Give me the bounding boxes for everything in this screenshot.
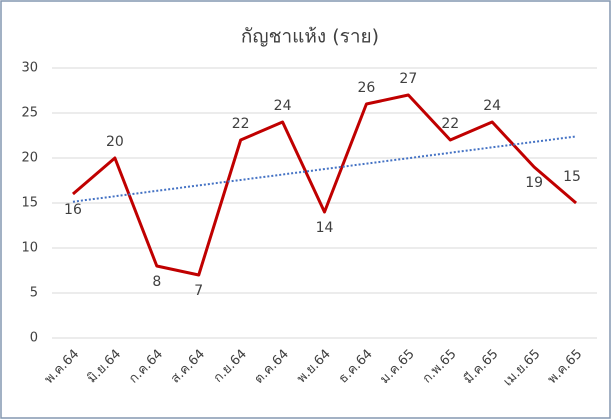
y-tick-label: 10 <box>21 241 38 256</box>
data-label: 19 <box>525 175 543 191</box>
y-tick-label: 30 <box>21 61 38 76</box>
data-label: 27 <box>399 71 417 87</box>
y-tick-label: 0 <box>30 331 38 346</box>
data-label: 7 <box>194 283 203 299</box>
data-label: 15 <box>563 169 581 185</box>
data-label: 16 <box>64 202 82 218</box>
trendline <box>72 135 577 203</box>
data-label: 24 <box>274 98 292 114</box>
data-label: 26 <box>358 80 376 96</box>
y-tick-label: 15 <box>21 196 38 211</box>
y-tick-label: 20 <box>21 151 38 166</box>
data-label: 22 <box>232 116 250 132</box>
line-series <box>71 93 578 277</box>
data-label: 14 <box>316 220 334 236</box>
data-label: 8 <box>152 274 161 290</box>
data-label: 24 <box>483 98 501 114</box>
data-label: 22 <box>441 116 459 132</box>
y-tick-label: 25 <box>21 106 38 121</box>
y-tick-label: 5 <box>30 286 38 301</box>
data-label: 20 <box>106 134 124 150</box>
chart-title: กัญชาแห้ง (ราย) <box>241 26 379 48</box>
